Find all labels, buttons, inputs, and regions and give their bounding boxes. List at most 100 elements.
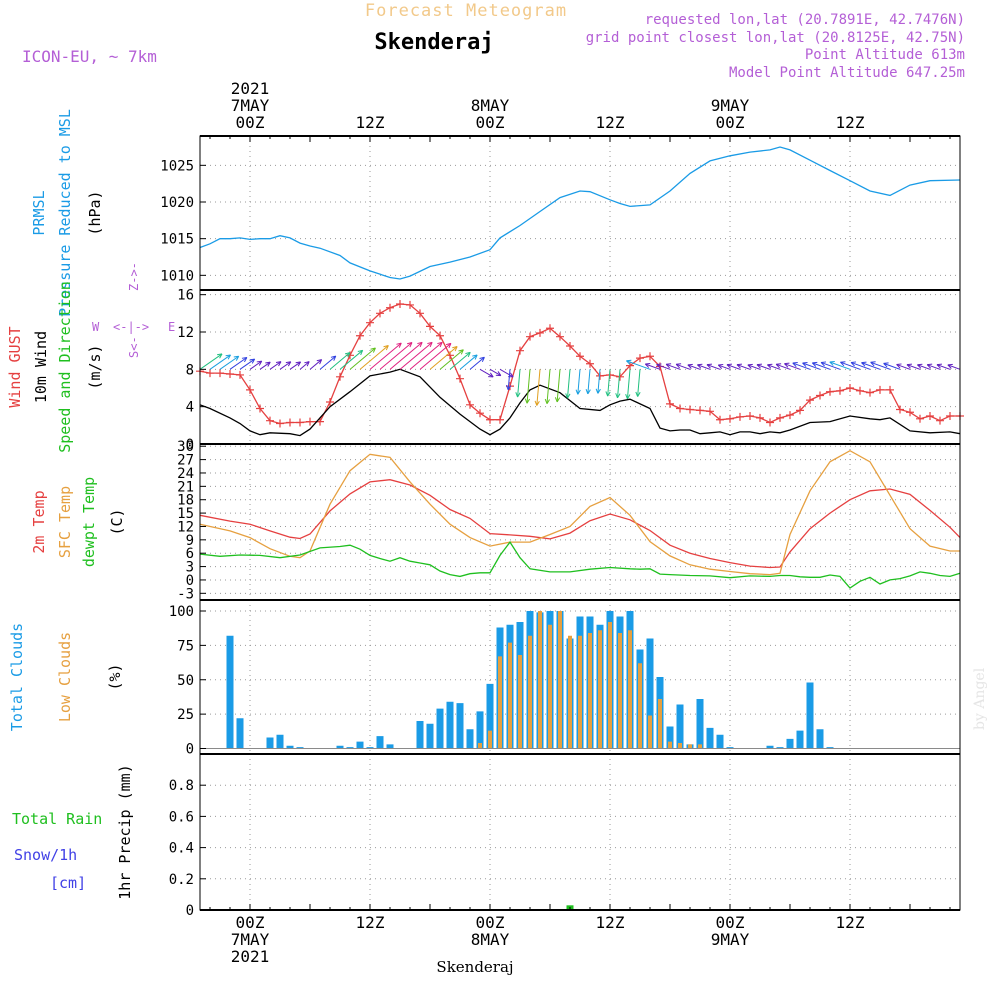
bar-clouds-0 bbox=[416, 721, 424, 749]
x-label-bottom: 00Z bbox=[476, 913, 505, 932]
gust-marker bbox=[936, 416, 944, 425]
wind-arrow-head bbox=[726, 363, 733, 369]
wind-arrow bbox=[697, 364, 711, 370]
bar-clouds-0 bbox=[806, 682, 814, 749]
wind-arrow-head bbox=[883, 362, 889, 368]
wind-arrow bbox=[617, 369, 621, 398]
gust-marker bbox=[756, 413, 764, 422]
wind-arrow-head bbox=[626, 359, 632, 365]
precip-axis-label: 1hr Precip (mm) bbox=[116, 764, 134, 899]
wind-arrow-head bbox=[241, 357, 248, 363]
series-line-temperature-0 bbox=[199, 479, 961, 569]
wind-arrow bbox=[409, 341, 443, 370]
gust-marker bbox=[416, 309, 424, 318]
wind-arrow-head bbox=[802, 361, 808, 367]
gust-marker bbox=[846, 384, 854, 392]
bar-clouds-1 bbox=[598, 630, 602, 749]
panel-unit-pressure: (hPa) bbox=[86, 190, 104, 235]
gust-marker bbox=[896, 405, 904, 414]
gust-marker bbox=[376, 309, 384, 318]
bar-clouds-0 bbox=[386, 744, 394, 749]
panel-frame-pressure bbox=[199, 135, 961, 291]
gust-marker bbox=[246, 385, 254, 394]
precip-snow-label: Snow/1h bbox=[14, 846, 77, 864]
wind-arrow bbox=[459, 354, 478, 370]
gust-marker bbox=[426, 322, 434, 331]
gust-marker bbox=[716, 415, 724, 424]
wind-arrow-head bbox=[330, 355, 337, 361]
bar-clouds-0 bbox=[696, 699, 704, 749]
wind-arrow bbox=[526, 369, 531, 404]
y-tick-label-pressure: 1020 bbox=[160, 195, 194, 211]
bar-clouds-1 bbox=[488, 730, 492, 749]
wind-arrow-head bbox=[585, 389, 591, 395]
x-label-top: 00Z bbox=[716, 113, 745, 132]
wind-arrow-head bbox=[717, 364, 724, 369]
wind-arrow bbox=[319, 355, 337, 370]
gust-marker bbox=[706, 407, 714, 416]
requested-coords: requested lon,lat (20.7891E, 42.7476N) bbox=[645, 12, 965, 28]
wind-arrow bbox=[507, 369, 511, 390]
wind-arrow-head bbox=[615, 393, 621, 399]
x-label-top: 8MAY bbox=[471, 96, 510, 115]
y-tick-label-pressure: 1010 bbox=[160, 268, 194, 284]
gust-marker bbox=[466, 400, 474, 409]
wind-arrow bbox=[645, 363, 661, 370]
series-line-wind-1 bbox=[199, 368, 961, 437]
gust-marker bbox=[786, 411, 794, 420]
wind-arrow bbox=[449, 351, 471, 370]
bar-clouds-0 bbox=[346, 747, 354, 749]
wind-arrow-head bbox=[479, 356, 485, 363]
panel-label-wind-0: Wind GUST bbox=[6, 326, 24, 407]
gust-marker bbox=[356, 331, 364, 340]
compass-arrows: <-|-> bbox=[113, 320, 149, 334]
wind-arrow bbox=[556, 369, 561, 403]
bar-clouds-1 bbox=[558, 611, 562, 749]
bar-clouds-1 bbox=[668, 741, 672, 749]
panel-frames bbox=[199, 135, 961, 911]
bar-clouds-1 bbox=[548, 624, 552, 749]
wind-arrow-head bbox=[472, 354, 478, 360]
y-tick-label-temperature: 18 bbox=[177, 493, 194, 509]
grid-point-coords: grid point closest lon,lat (20.8125E, 42… bbox=[586, 30, 965, 46]
wind-arrow-head bbox=[861, 361, 867, 367]
wind-arrow-head bbox=[383, 345, 389, 351]
footer-location: Skenderaj bbox=[436, 958, 513, 976]
panel-label-pressure-0: PRMSL bbox=[30, 190, 48, 235]
wind-arrow bbox=[379, 342, 413, 370]
compass-south: S<- bbox=[127, 336, 141, 358]
gust-marker bbox=[456, 374, 464, 383]
gust-marker bbox=[826, 387, 834, 396]
wind-arrow bbox=[289, 361, 301, 370]
wind-arrow-head bbox=[233, 355, 240, 361]
gust-marker bbox=[276, 419, 284, 428]
grid-layer bbox=[200, 136, 960, 911]
wind-arrow bbox=[359, 345, 389, 370]
wind-arrow bbox=[784, 363, 801, 370]
wind-arrow-head bbox=[407, 342, 413, 348]
panel-label-wind-1: 10m Wind bbox=[32, 331, 50, 403]
panel-label-clouds-0: Total Clouds bbox=[8, 623, 26, 731]
wind-arrow bbox=[767, 364, 781, 370]
wind-arrow-head bbox=[524, 398, 531, 404]
wind-arrow bbox=[792, 362, 811, 370]
gust-marker bbox=[296, 418, 304, 427]
x-label-top: 12Z bbox=[836, 113, 865, 132]
wind-arrow-head bbox=[792, 362, 798, 367]
y-tick-label-temperature: 3 bbox=[186, 560, 194, 576]
y-tick-label-wind: 4 bbox=[186, 400, 194, 416]
wind-arrow bbox=[269, 361, 282, 370]
y-tick-label-clouds: 0 bbox=[186, 742, 194, 758]
wind-arrow-head bbox=[285, 361, 292, 367]
bar-clouds-0 bbox=[266, 737, 274, 749]
gust-marker bbox=[816, 391, 824, 400]
wind-arrow bbox=[517, 369, 521, 398]
wind-arrow-head bbox=[344, 352, 351, 358]
y-tick-label-wind: 16 bbox=[177, 288, 194, 304]
wind-arrow-head bbox=[829, 360, 835, 366]
wind-arrow-head bbox=[357, 349, 364, 356]
x-label-top: 12Z bbox=[356, 113, 385, 132]
panel-unit-clouds: (%) bbox=[106, 663, 124, 690]
gust-marker bbox=[216, 369, 224, 378]
y-tick-label-temperature: 24 bbox=[177, 466, 194, 482]
